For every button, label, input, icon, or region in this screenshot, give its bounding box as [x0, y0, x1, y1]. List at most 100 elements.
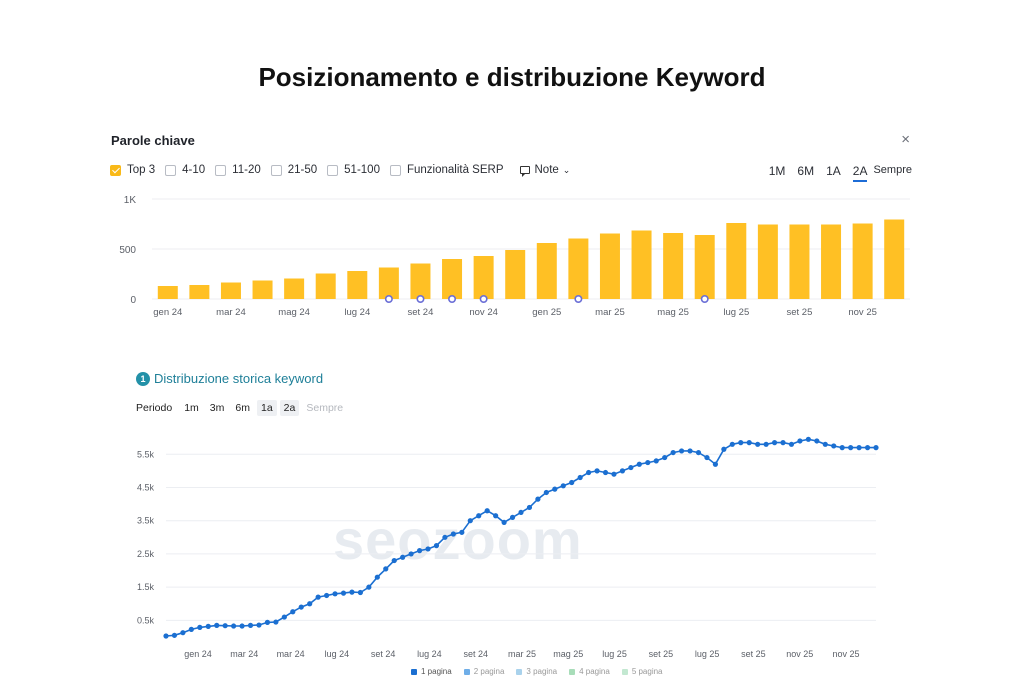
bar [442, 259, 463, 299]
bar [631, 230, 652, 299]
range-sempre[interactable]: Sempre [873, 164, 912, 176]
x-tick-label: lug 25 [695, 649, 720, 659]
data-point [231, 623, 237, 629]
filter-bar: Top 3 4-10 11-20 21-50 51-100 Funzionali… [110, 164, 571, 177]
data-point [205, 623, 211, 629]
x-tick-label: nov 24 [469, 307, 498, 318]
data-point [450, 531, 456, 537]
data-point [323, 592, 330, 599]
page-title: Posizionamento e distribuzione Keyword [258, 62, 766, 92]
panel-title: Parole chiave [111, 133, 195, 148]
bar [726, 223, 747, 299]
range-2a[interactable]: 2A [852, 164, 868, 182]
checkbox-icon[interactable] [270, 164, 282, 176]
data-point [771, 440, 778, 446]
legend-item-1[interactable]: 1 pagina [411, 667, 452, 676]
checkbox-icon[interactable] [165, 164, 177, 176]
note-marker-icon [416, 295, 425, 304]
filter-top3[interactable]: Top 3 [110, 164, 155, 176]
x-tick-label: set 24 [371, 649, 396, 659]
chevron-down-icon: ⌄ [562, 164, 571, 175]
notes-dropdown[interactable]: Note ⌄ [519, 164, 571, 177]
data-point [586, 469, 592, 476]
data-point [805, 436, 811, 442]
filter-label: 11-20 [232, 164, 261, 176]
bar [473, 256, 494, 299]
checkbox-icon[interactable] [215, 164, 227, 176]
data-point [721, 446, 727, 452]
period-3m[interactable]: 3m [209, 402, 225, 414]
x-tick-label: lug 24 [417, 649, 442, 659]
note-marker-icon [700, 295, 709, 304]
data-point [264, 619, 271, 625]
data-point [704, 454, 710, 461]
filter-4-10[interactable]: 4-10 [165, 164, 205, 176]
data-point [239, 623, 245, 629]
period-6m[interactable]: 6m [235, 402, 250, 414]
bar [757, 224, 778, 299]
y-tick-label: 3.5k [137, 516, 155, 526]
checkbox-icon[interactable] [327, 164, 339, 176]
data-point [197, 624, 203, 630]
data-point [188, 626, 194, 632]
x-tick-label: lug 24 [344, 307, 370, 318]
y-tick-label: 1.5k [137, 582, 155, 592]
period-selector: Periodo 1m 3m 6m 1a 2a Sempre [136, 400, 350, 416]
data-point [307, 601, 313, 607]
range-6m[interactable]: 6M [797, 164, 815, 178]
data-point [856, 445, 862, 451]
bar [663, 233, 684, 299]
data-point [560, 483, 566, 489]
legend-label: 4 pagina [579, 667, 610, 676]
note-marker-icon [574, 295, 583, 304]
comment-icon [519, 166, 530, 177]
data-point [619, 468, 626, 474]
data-point [678, 448, 685, 454]
range-1a[interactable]: 1A [826, 164, 841, 178]
data-point [695, 449, 702, 456]
history-panel: 1 Distribuzione storica keyword Periodo … [128, 365, 880, 683]
y-tick-label: 0 [130, 295, 136, 306]
data-point [780, 440, 786, 446]
legend-item-4[interactable]: 4 pagina [569, 667, 610, 676]
legend-swatch [411, 668, 417, 675]
range-1m[interactable]: 1M [768, 164, 786, 178]
data-point [433, 543, 440, 549]
period-2a[interactable]: 2a [279, 400, 300, 416]
filter-21-50[interactable]: 21-50 [270, 164, 317, 176]
data-point [476, 513, 482, 519]
filter-11-20[interactable]: 11-20 [215, 164, 261, 176]
legend-item-2[interactable]: 2 pagina [463, 667, 504, 676]
data-point [543, 489, 549, 496]
data-point [873, 445, 879, 451]
panel-title: Distribuzione storica keyword [154, 371, 324, 386]
data-point [729, 441, 735, 447]
data-point [628, 464, 634, 471]
data-point [459, 529, 465, 535]
data-point [509, 514, 516, 520]
checkbox-icon[interactable] [389, 164, 401, 176]
data-point [788, 441, 795, 447]
data-point [484, 508, 490, 514]
x-tick-label: set 25 [787, 307, 813, 318]
data-point [315, 594, 321, 600]
data-point [357, 589, 364, 596]
data-point [214, 622, 220, 628]
data-point [552, 486, 558, 492]
range-selector: 1M 6M 1A 2A Sempre [757, 164, 912, 182]
checkbox-icon[interactable] [110, 164, 121, 176]
y-tick-label: 5.5k [137, 449, 155, 459]
period-1a[interactable]: 1a [256, 400, 277, 416]
data-point [763, 441, 769, 447]
filter-serp-features[interactable]: Funzionalità SERP [389, 164, 504, 176]
data-point [467, 518, 473, 524]
legend-item-3[interactable]: 3 pagina [516, 667, 557, 676]
legend-item-5[interactable]: 5 pagina [621, 667, 663, 676]
data-point [755, 441, 761, 447]
period-1m[interactable]: 1m [184, 402, 199, 414]
data-point [839, 445, 845, 451]
data-point [273, 619, 279, 625]
filter-51-100[interactable]: 51-100 [327, 164, 380, 176]
close-icon[interactable]: × [901, 131, 910, 148]
data-point [340, 590, 347, 596]
